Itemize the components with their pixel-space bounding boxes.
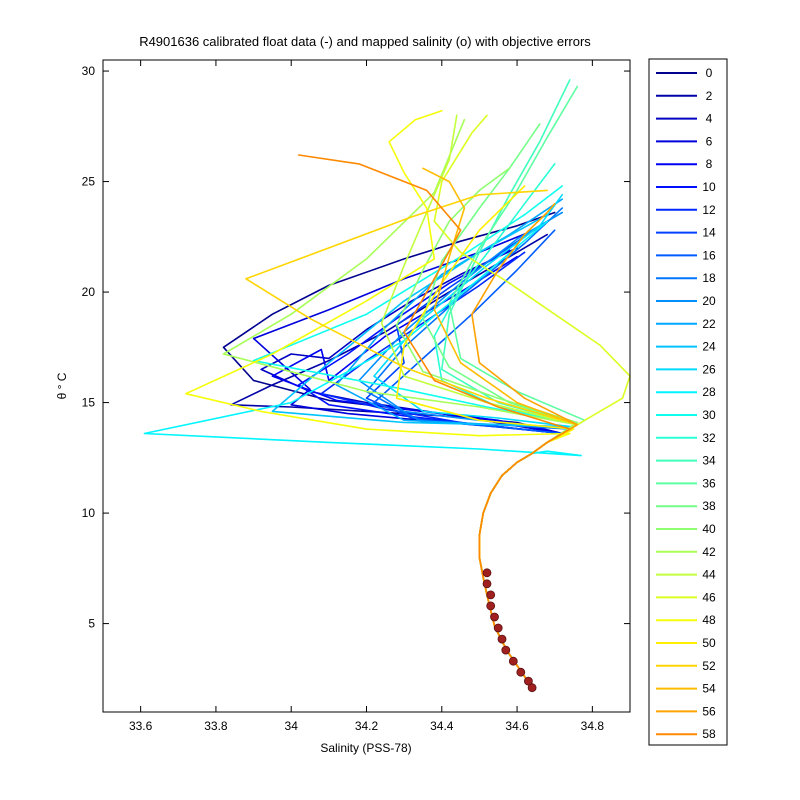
legend-label-30: 30 bbox=[702, 408, 716, 422]
y-tick-label: 10 bbox=[82, 506, 96, 520]
x-axis-label: Salinity (PSS-78) bbox=[320, 741, 411, 755]
legend-label-44: 44 bbox=[702, 568, 716, 582]
legend-box bbox=[648, 58, 728, 746]
legend-items: 0246810121416182022242628303234363840424… bbox=[656, 66, 716, 741]
mapped-point bbox=[490, 612, 499, 622]
legend-label-36: 36 bbox=[702, 476, 716, 490]
legend-label-38: 38 bbox=[702, 499, 716, 513]
plot-area: 33.6 33.8 34 34.2 34.4 34.6 34.8 5 10 15 20 25 30 bbox=[82, 59, 631, 733]
x-tick-label: 33.8 bbox=[204, 719, 228, 733]
legend-label-12: 12 bbox=[702, 203, 716, 217]
mapped-points-layer bbox=[482, 568, 537, 693]
y-tick-label: 25 bbox=[82, 175, 96, 189]
legend-label-46: 46 bbox=[702, 590, 716, 604]
legend-label-58: 58 bbox=[702, 727, 716, 741]
legend-label-54: 54 bbox=[702, 682, 716, 696]
mapped-point bbox=[516, 667, 526, 677]
x-tick-label: 34.6 bbox=[505, 719, 529, 733]
legend-label-20: 20 bbox=[702, 294, 716, 308]
legend-label-6: 6 bbox=[706, 134, 713, 148]
legend-label-10: 10 bbox=[702, 180, 716, 194]
legend-label-48: 48 bbox=[702, 613, 716, 627]
x-tick-label: 33.6 bbox=[129, 719, 153, 733]
chart-title: R4901636 calibrated float data (-) and m… bbox=[139, 34, 591, 49]
legend-label-32: 32 bbox=[702, 431, 716, 445]
y-tick-label: 5 bbox=[88, 617, 95, 631]
legend-label-42: 42 bbox=[702, 545, 716, 559]
mapped-point bbox=[508, 656, 518, 666]
mapped-point bbox=[486, 590, 496, 600]
x-tick-label: 34.8 bbox=[581, 719, 605, 733]
mapped-point bbox=[482, 568, 492, 578]
mapped-point bbox=[527, 683, 537, 693]
mapped-point bbox=[493, 623, 503, 633]
y-tick-label: 15 bbox=[82, 396, 96, 410]
mapped-point bbox=[524, 676, 533, 686]
mapped-point bbox=[497, 634, 507, 644]
x-axis-ticks: 33.6 33.8 34 34.2 34.4 34.6 34.8 bbox=[129, 60, 604, 733]
legend-label-0: 0 bbox=[706, 66, 713, 80]
legend-label-56: 56 bbox=[702, 704, 716, 718]
y-tick-label: 30 bbox=[82, 64, 96, 78]
legend: 0246810121416182022242628303234363840424… bbox=[648, 58, 728, 746]
y-axis-label: θ ° C bbox=[55, 372, 69, 399]
legend-label-40: 40 bbox=[702, 522, 716, 536]
x-tick-label: 34.2 bbox=[355, 719, 379, 733]
legend-label-52: 52 bbox=[702, 659, 716, 673]
y-axis-ticks: 5 10 15 20 25 30 bbox=[82, 64, 630, 631]
x-tick-label: 34 bbox=[285, 719, 299, 733]
legend-label-34: 34 bbox=[702, 454, 716, 468]
legend-label-50: 50 bbox=[702, 636, 716, 650]
legend-label-28: 28 bbox=[702, 385, 716, 399]
mapped-point bbox=[486, 601, 496, 611]
legend-label-8: 8 bbox=[706, 157, 713, 171]
legend-label-16: 16 bbox=[702, 248, 716, 262]
legend-label-2: 2 bbox=[706, 89, 713, 103]
legend-label-14: 14 bbox=[702, 226, 716, 240]
legend-label-24: 24 bbox=[702, 340, 716, 354]
legend-label-4: 4 bbox=[706, 112, 713, 126]
mapped-point bbox=[501, 645, 511, 655]
legend-label-18: 18 bbox=[702, 271, 716, 285]
y-tick-label: 20 bbox=[82, 285, 96, 299]
mapped-point bbox=[482, 579, 492, 589]
legend-label-26: 26 bbox=[702, 362, 716, 376]
legend-label-22: 22 bbox=[702, 317, 716, 331]
x-tick-label: 34.4 bbox=[430, 719, 454, 733]
